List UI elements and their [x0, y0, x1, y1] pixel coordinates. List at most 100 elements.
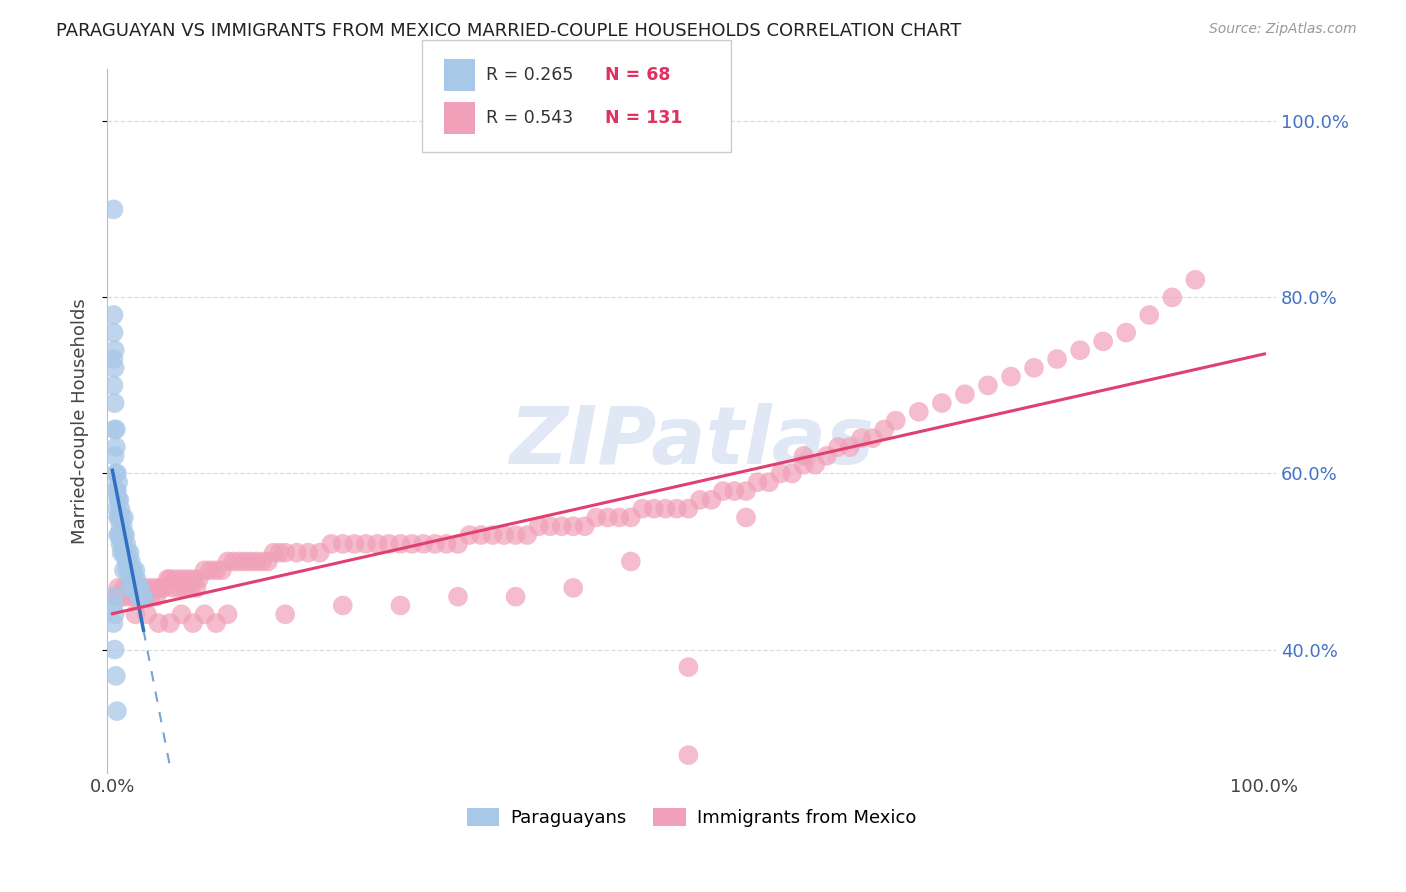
Immigrants from Mexico — [165, 572, 187, 586]
Immigrants from Mexico — [285, 546, 308, 560]
Paraguayans — [112, 528, 135, 542]
Immigrants from Mexico — [112, 581, 135, 595]
Immigrants from Mexico — [200, 563, 222, 577]
Immigrants from Mexico — [1115, 326, 1137, 340]
Paraguayans — [110, 510, 132, 524]
Immigrants from Mexico — [953, 387, 976, 401]
Paraguayans — [110, 528, 132, 542]
Paraguayans — [108, 492, 131, 507]
Immigrants from Mexico — [136, 581, 159, 595]
Paraguayans — [104, 467, 127, 481]
Immigrants from Mexico — [142, 581, 165, 595]
Immigrants from Mexico — [550, 519, 572, 533]
Immigrants from Mexico — [308, 546, 330, 560]
Immigrants from Mexico — [401, 537, 423, 551]
Paraguayans — [124, 563, 146, 577]
Paraguayans — [104, 343, 127, 358]
Paraguayans — [112, 546, 135, 560]
Paraguayans — [105, 484, 128, 499]
Immigrants from Mexico — [274, 607, 297, 622]
Immigrants from Mexico — [412, 537, 434, 551]
Immigrants from Mexico — [343, 537, 366, 551]
Paraguayans — [127, 581, 149, 595]
Immigrants from Mexico — [115, 590, 138, 604]
Paraguayans — [132, 590, 155, 604]
Paraguayans — [110, 546, 132, 560]
Paraguayans — [103, 599, 125, 613]
Immigrants from Mexico — [332, 599, 354, 613]
Immigrants from Mexico — [139, 590, 162, 604]
Paraguayans — [122, 581, 145, 595]
Paraguayans — [129, 581, 152, 595]
Immigrants from Mexico — [574, 519, 596, 533]
Immigrants from Mexico — [211, 563, 233, 577]
Immigrants from Mexico — [643, 501, 665, 516]
Immigrants from Mexico — [585, 510, 607, 524]
Immigrants from Mexico — [631, 501, 654, 516]
Immigrants from Mexico — [228, 554, 250, 568]
Immigrants from Mexico — [873, 422, 896, 436]
Immigrants from Mexico — [815, 449, 838, 463]
Paraguayans — [125, 572, 148, 586]
Immigrants from Mexico — [1137, 308, 1160, 322]
Immigrants from Mexico — [596, 510, 619, 524]
Immigrants from Mexico — [378, 537, 401, 551]
Immigrants from Mexico — [162, 581, 184, 595]
Immigrants from Mexico — [148, 581, 170, 595]
Immigrants from Mexico — [366, 537, 388, 551]
Immigrants from Mexico — [678, 660, 700, 674]
Immigrants from Mexico — [297, 546, 319, 560]
Paraguayans — [110, 537, 132, 551]
Paraguayans — [128, 590, 150, 604]
Paraguayans — [108, 510, 131, 524]
Immigrants from Mexico — [1022, 360, 1045, 375]
Immigrants from Mexico — [1161, 290, 1184, 304]
Immigrants from Mexico — [678, 501, 700, 516]
Immigrants from Mexico — [389, 537, 412, 551]
Immigrants from Mexico — [505, 590, 527, 604]
Immigrants from Mexico — [516, 528, 538, 542]
Paraguayans — [104, 449, 127, 463]
Paraguayans — [104, 396, 127, 410]
Immigrants from Mexico — [678, 748, 700, 763]
Paraguayans — [104, 669, 127, 683]
Text: PARAGUAYAN VS IMMIGRANTS FROM MEXICO MARRIED-COUPLE HOUSEHOLDS CORRELATION CHART: PARAGUAYAN VS IMMIGRANTS FROM MEXICO MAR… — [56, 22, 962, 40]
Immigrants from Mexico — [181, 572, 204, 586]
Immigrants from Mexico — [620, 554, 643, 568]
Immigrants from Mexico — [804, 458, 827, 472]
Immigrants from Mexico — [505, 528, 527, 542]
Immigrants from Mexico — [134, 590, 156, 604]
Immigrants from Mexico — [257, 554, 280, 568]
Immigrants from Mexico — [780, 467, 803, 481]
Immigrants from Mexico — [245, 554, 267, 568]
Paraguayans — [117, 563, 139, 577]
Paraguayans — [107, 492, 129, 507]
Immigrants from Mexico — [908, 405, 931, 419]
Immigrants from Mexico — [148, 616, 170, 631]
Paraguayans — [104, 360, 127, 375]
Paraguayans — [129, 590, 152, 604]
Immigrants from Mexico — [1069, 343, 1091, 358]
Immigrants from Mexico — [239, 554, 262, 568]
Immigrants from Mexico — [470, 528, 492, 542]
Immigrants from Mexico — [217, 607, 239, 622]
Immigrants from Mexico — [122, 590, 145, 604]
Paraguayans — [105, 467, 128, 481]
Immigrants from Mexico — [159, 616, 181, 631]
Immigrants from Mexico — [110, 590, 132, 604]
Paraguayans — [105, 704, 128, 718]
Immigrants from Mexico — [884, 414, 907, 428]
Immigrants from Mexico — [494, 528, 516, 542]
Immigrants from Mexico — [150, 581, 173, 595]
Immigrants from Mexico — [124, 607, 146, 622]
Paraguayans — [121, 563, 143, 577]
Immigrants from Mexico — [654, 501, 676, 516]
Paraguayans — [105, 501, 128, 516]
Immigrants from Mexico — [607, 510, 630, 524]
Immigrants from Mexico — [735, 510, 758, 524]
Immigrants from Mexico — [447, 537, 470, 551]
Paraguayans — [103, 378, 125, 392]
Paraguayans — [104, 440, 127, 454]
Immigrants from Mexico — [769, 467, 792, 481]
Immigrants from Mexico — [250, 554, 273, 568]
